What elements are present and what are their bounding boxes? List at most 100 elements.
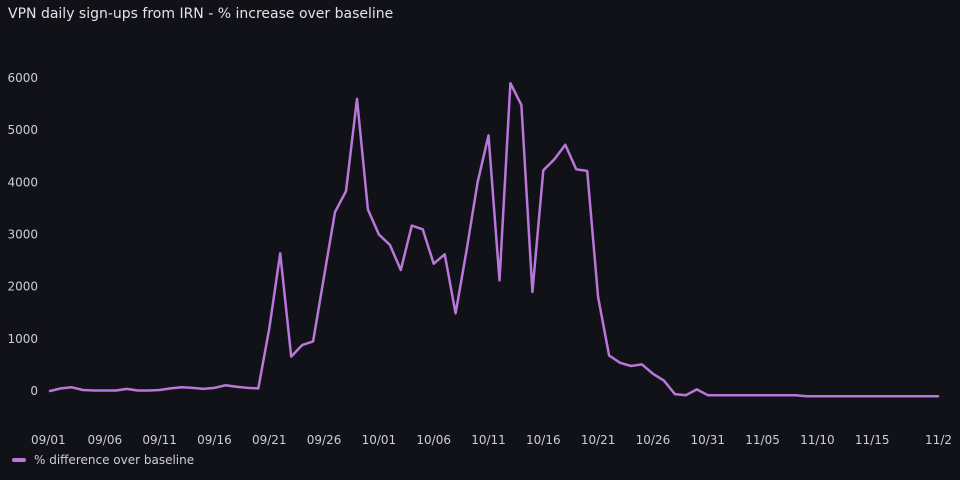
data-point[interactable] [464, 247, 470, 253]
data-point[interactable] [891, 393, 897, 399]
data-point[interactable] [507, 80, 513, 86]
data-point[interactable] [179, 384, 185, 390]
data-point[interactable] [211, 385, 217, 391]
y-tick-label: 2000 [7, 280, 38, 294]
data-point[interactable] [529, 289, 535, 295]
data-point[interactable] [738, 392, 744, 398]
x-tick-label: 09/21 [252, 433, 287, 447]
data-point[interactable] [924, 393, 930, 399]
data-point[interactable] [793, 392, 799, 398]
data-point[interactable] [69, 384, 75, 390]
x-tick-label: 11/10 [800, 433, 835, 447]
data-point[interactable] [650, 371, 656, 377]
data-point[interactable] [91, 388, 97, 394]
data-point[interactable] [880, 393, 886, 399]
data-point[interactable] [80, 387, 86, 393]
data-point[interactable] [442, 251, 448, 257]
data-point[interactable] [288, 354, 294, 360]
y-tick-label: 0 [30, 384, 38, 398]
data-point[interactable] [343, 188, 349, 194]
x-tick-label: 10/06 [416, 433, 451, 447]
data-point[interactable] [518, 102, 524, 108]
data-point[interactable] [146, 388, 152, 394]
data-point[interactable] [716, 392, 722, 398]
data-point[interactable] [782, 392, 788, 398]
data-point[interactable] [233, 384, 239, 390]
data-point[interactable] [683, 392, 689, 398]
data-point[interactable] [244, 385, 250, 391]
data-point[interactable] [551, 156, 557, 162]
data-point[interactable] [354, 96, 360, 102]
data-point[interactable] [365, 207, 371, 213]
data-point[interactable] [190, 385, 196, 391]
data-point[interactable] [486, 132, 492, 138]
data-point[interactable] [705, 392, 711, 398]
data-point[interactable] [694, 386, 700, 392]
data-point[interactable] [453, 310, 459, 316]
data-point[interactable] [113, 388, 119, 394]
data-point[interactable] [201, 386, 207, 392]
y-tick-label: 3000 [7, 228, 38, 242]
data-point[interactable] [58, 385, 64, 391]
data-point[interactable] [409, 223, 415, 229]
data-point[interactable] [825, 393, 831, 399]
data-point[interactable] [387, 242, 393, 248]
data-point[interactable] [771, 392, 777, 398]
y-tick-label: 1000 [7, 332, 38, 346]
data-point[interactable] [562, 142, 568, 148]
data-point[interactable] [124, 386, 130, 392]
data-point[interactable] [672, 391, 678, 397]
data-point[interactable] [847, 393, 853, 399]
data-point[interactable] [595, 294, 601, 300]
data-point[interactable] [398, 267, 404, 273]
data-point[interactable] [222, 382, 228, 388]
data-point[interactable] [803, 393, 809, 399]
data-point[interactable] [255, 385, 261, 391]
data-point[interactable] [475, 179, 481, 185]
data-point[interactable] [573, 166, 579, 172]
data-point[interactable] [628, 363, 634, 369]
x-tick-label: 09/11 [142, 433, 177, 447]
data-point[interactable] [606, 353, 612, 359]
data-point[interactable] [376, 232, 382, 238]
data-point[interactable] [584, 168, 590, 174]
data-point[interactable] [431, 261, 437, 267]
x-tick-label: 11/05 [745, 433, 780, 447]
data-point[interactable] [157, 387, 163, 393]
x-tick-label: 09/01 [31, 433, 66, 447]
data-point[interactable] [902, 393, 908, 399]
data-point[interactable] [760, 392, 766, 398]
data-point[interactable] [869, 393, 875, 399]
x-tick-label: 09/26 [307, 433, 342, 447]
data-point[interactable] [332, 209, 338, 215]
data-point[interactable] [321, 273, 327, 279]
data-point[interactable] [617, 360, 623, 366]
data-point[interactable] [661, 378, 667, 384]
data-point[interactable] [497, 277, 503, 283]
data-point[interactable] [836, 393, 842, 399]
data-point[interactable] [102, 388, 108, 394]
data-point[interactable] [266, 325, 272, 331]
data-point[interactable] [639, 361, 645, 367]
data-point[interactable] [727, 392, 733, 398]
data-point[interactable] [749, 392, 755, 398]
data-point[interactable] [814, 393, 820, 399]
data-point[interactable] [858, 393, 864, 399]
data-point[interactable] [913, 393, 919, 399]
data-point[interactable] [277, 250, 283, 256]
data-point[interactable] [168, 385, 174, 391]
data-point[interactable] [310, 338, 316, 344]
data-point[interactable] [47, 388, 53, 394]
legend[interactable]: % difference over baseline [12, 453, 194, 467]
data-point[interactable] [935, 393, 941, 399]
x-tick-label: 10/16 [526, 433, 561, 447]
x-tick-label: 10/31 [690, 433, 725, 447]
data-point[interactable] [135, 388, 141, 394]
series-line[interactable] [48, 81, 940, 398]
data-point[interactable] [420, 226, 426, 232]
data-point[interactable] [540, 167, 546, 173]
x-tick-label: 10/01 [362, 433, 397, 447]
data-point[interactable] [299, 342, 305, 348]
